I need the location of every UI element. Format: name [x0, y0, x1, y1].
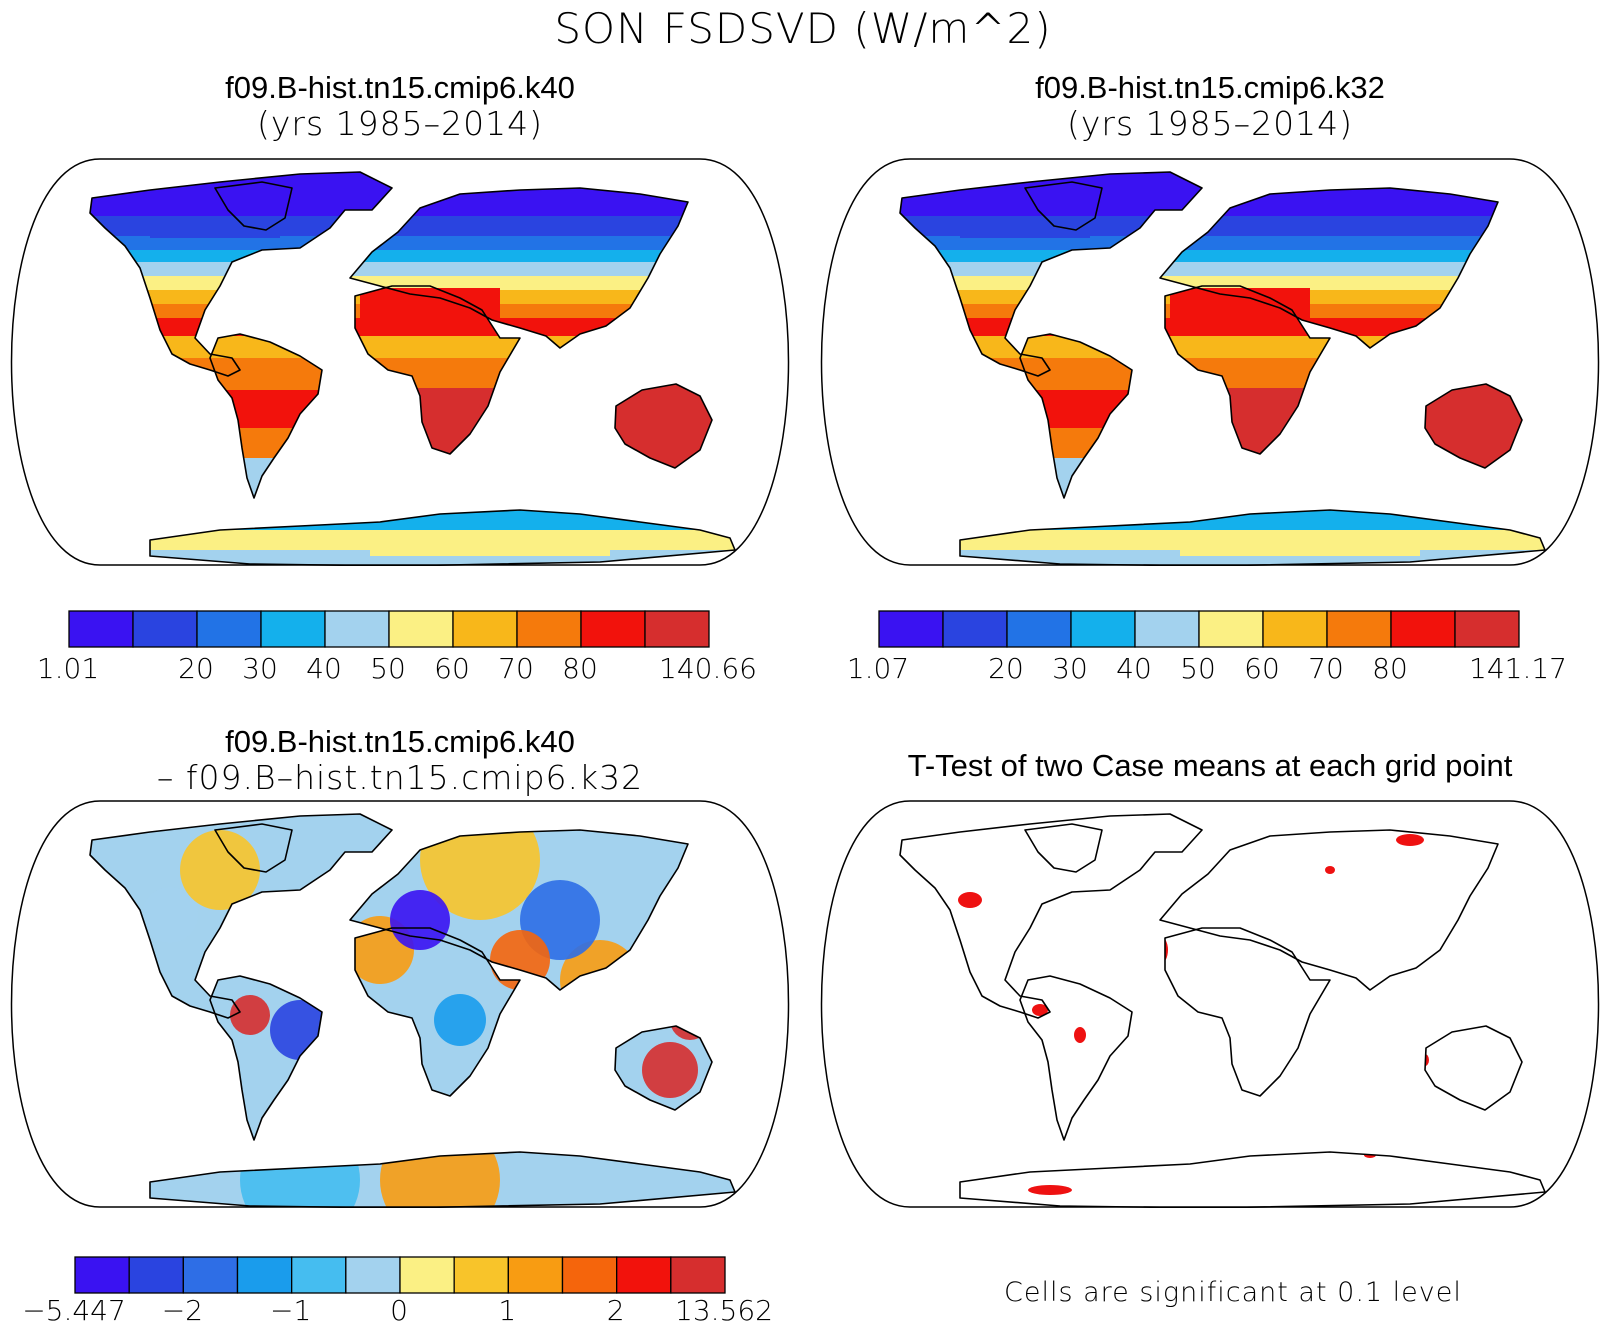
- colorbar-tick-label: 2: [606, 1294, 625, 1327]
- colorbar-swatch: [1198, 610, 1264, 648]
- colorbar-tick-label: −5.447: [22, 1294, 126, 1327]
- colorbar-swatch: [291, 1256, 347, 1294]
- ttest-note: Cells are significant at 0.1 level: [1004, 1277, 1462, 1308]
- colorbar-tick-label: 70: [1308, 652, 1344, 685]
- colorbar-tick-label: 50: [370, 652, 406, 685]
- map-k40: [10, 158, 790, 566]
- colorbar-swatch: [196, 610, 262, 648]
- colorbar-swatch: [236, 1256, 293, 1294]
- colorbar-swatch: [670, 1256, 726, 1294]
- colorbar-tick-label: 141.17: [1469, 652, 1567, 685]
- map-diff: [10, 800, 790, 1208]
- colorbar-tick-label: −1: [270, 1294, 312, 1327]
- colorbar-swatch: [1326, 610, 1392, 648]
- colorbar-swatch: [561, 1256, 618, 1294]
- colorbar-swatch: [452, 610, 518, 648]
- panel-ttest-title-block: T-Test of two Case means at each grid po…: [820, 748, 1600, 784]
- colorbar-swatch: [260, 610, 326, 648]
- colorbar-swatch: [182, 1256, 239, 1294]
- colorbar-k32: [878, 610, 1520, 648]
- colorbar-tick-label: 30: [1052, 652, 1088, 685]
- colorbar-tick-label: 40: [1116, 652, 1152, 685]
- colorbar-tick-label: 80: [562, 652, 598, 685]
- colorbar-tick-label: 140.66: [659, 652, 757, 685]
- colorbar-tick-label: 1.07: [846, 652, 910, 685]
- panel-k40-title-block: f09.B-hist.tn15.cmip6.k40 (yrs 1985–2014…: [50, 70, 750, 142]
- colorbar-tick-label: 40: [306, 652, 342, 685]
- colorbar-swatch: [453, 1256, 509, 1294]
- colorbar-swatch: [580, 610, 646, 648]
- colorbar-swatch: [399, 1256, 455, 1294]
- panel-k40-subtitle: (yrs 1985–2014): [257, 104, 543, 143]
- colorbar-diff: [74, 1256, 726, 1294]
- colorbar-swatch: [507, 1256, 564, 1294]
- panel-k32-title-block: f09.B-hist.tn15.cmip6.k32 (yrs 1985–2014…: [860, 70, 1560, 142]
- colorbar-tick-label: 70: [498, 652, 534, 685]
- colorbar-tick-label: 13.562: [675, 1294, 773, 1327]
- colorbar-swatch: [388, 610, 454, 648]
- colorbar-swatch: [516, 610, 582, 648]
- colorbar-swatch: [942, 610, 1008, 648]
- colorbar-tick-label: 20: [178, 652, 214, 685]
- panel-diff-title: f09.B-hist.tn15.cmip6.k40: [225, 724, 575, 759]
- colorbar-k40-ticks: 1.01 20 30 40 50 60 70 80 140.66: [37, 652, 757, 688]
- panel-diff-subtitle: – f09.B–hist.tn15.cmip6.k32: [156, 758, 644, 797]
- colorbar-swatch: [1134, 610, 1200, 648]
- colorbar-tick-label: 0: [390, 1294, 408, 1327]
- colorbar-swatch: [128, 1256, 184, 1294]
- colorbar-swatch: [132, 610, 198, 648]
- figure-title: SON FSDSVD (W/m^2): [554, 4, 1052, 53]
- map-k32: [820, 158, 1600, 566]
- colorbar-swatch: [324, 610, 390, 648]
- colorbar-swatch: [1262, 610, 1328, 648]
- colorbar-swatch: [345, 1256, 401, 1294]
- map-ttest: [820, 800, 1600, 1208]
- colorbar-tick-label: 60: [1244, 652, 1280, 685]
- panel-diff-title-block: f09.B-hist.tn15.cmip6.k40 – f09.B–hist.t…: [50, 724, 750, 796]
- colorbar-tick-label: 20: [988, 652, 1024, 685]
- panel-k32-subtitle: (yrs 1985–2014): [1067, 104, 1353, 143]
- panel-k32-title: f09.B-hist.tn15.cmip6.k32: [1035, 70, 1385, 105]
- colorbar-swatch: [74, 1256, 130, 1294]
- colorbar-swatch: [68, 610, 134, 648]
- colorbar-diff-ticks: −5.447 −2 −1 0 1 2 13.562: [22, 1294, 773, 1328]
- colorbar-tick-label: 50: [1180, 652, 1216, 685]
- panel-k40-title: f09.B-hist.tn15.cmip6.k40: [225, 70, 575, 105]
- colorbar-tick-label: 1: [498, 1294, 517, 1327]
- colorbar-tick-label: 60: [434, 652, 470, 685]
- colorbar-swatch: [1390, 610, 1456, 648]
- colorbar-swatch: [616, 1256, 672, 1294]
- colorbar-tick-label: 80: [1372, 652, 1408, 685]
- colorbar-k40: [68, 610, 710, 648]
- colorbar-k32-ticks: 1.07 20 30 40 50 60 70 80 141.17: [847, 652, 1567, 688]
- colorbar-tick-label: 30: [242, 652, 278, 685]
- colorbar-swatch: [1006, 610, 1072, 648]
- colorbar-tick-label: −2: [161, 1294, 203, 1327]
- panel-ttest-title: T-Test of two Case means at each grid po…: [907, 748, 1513, 783]
- colorbar-swatch: [1070, 610, 1136, 648]
- colorbar-swatch: [878, 610, 944, 648]
- colorbar-swatch: [1454, 610, 1520, 648]
- colorbar-tick-label: 1.01: [36, 652, 100, 685]
- colorbar-swatch: [644, 610, 710, 648]
